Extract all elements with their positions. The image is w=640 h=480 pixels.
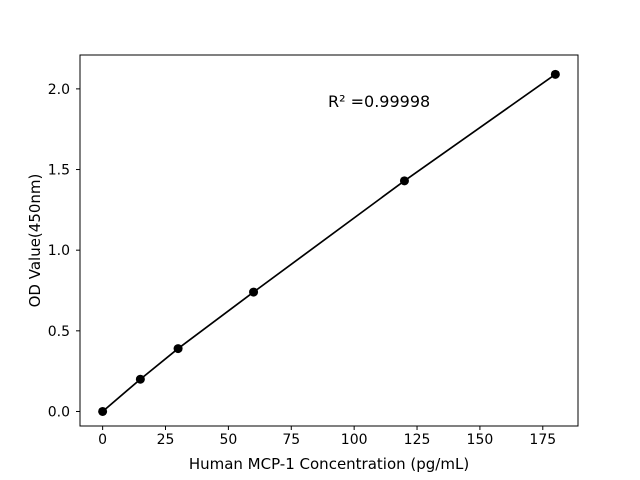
x-tick-label: 75 [282,432,300,448]
y-tick-label: 0.0 [48,404,70,420]
data-point [173,344,183,354]
data-point [550,69,560,79]
x-tick-label: 100 [341,432,368,448]
x-tick-label: 0 [98,432,107,448]
y-tick-label: 2.0 [48,82,70,98]
r-squared-annotation: R² =0.99998 [328,92,430,111]
data-point [249,287,259,297]
trend-line [102,73,556,413]
y-tick-label: 1.0 [48,243,70,259]
y-tick-label: 1.5 [48,163,70,179]
data-series [98,69,560,416]
x-tick-label: 175 [529,432,556,448]
x-tick-label: 50 [219,432,237,448]
x-tick-label: 125 [404,432,431,448]
x-tick-label: 150 [467,432,494,448]
data-point [399,176,409,186]
axis-ticks: 0 25 50 75 100 125 150 175 0.0 0.5 1.0 1.5 2.0 [48,82,556,448]
plot-border [79,54,579,427]
data-point [98,406,108,416]
data-point [135,374,145,384]
y-tick-label: 0.5 [48,324,70,340]
x-axis-label: Human MCP-1 Concentration (pg/mL) [189,455,469,473]
y-axis-label: OD Value(450nm) [26,174,44,308]
x-tick-label: 25 [157,432,175,448]
